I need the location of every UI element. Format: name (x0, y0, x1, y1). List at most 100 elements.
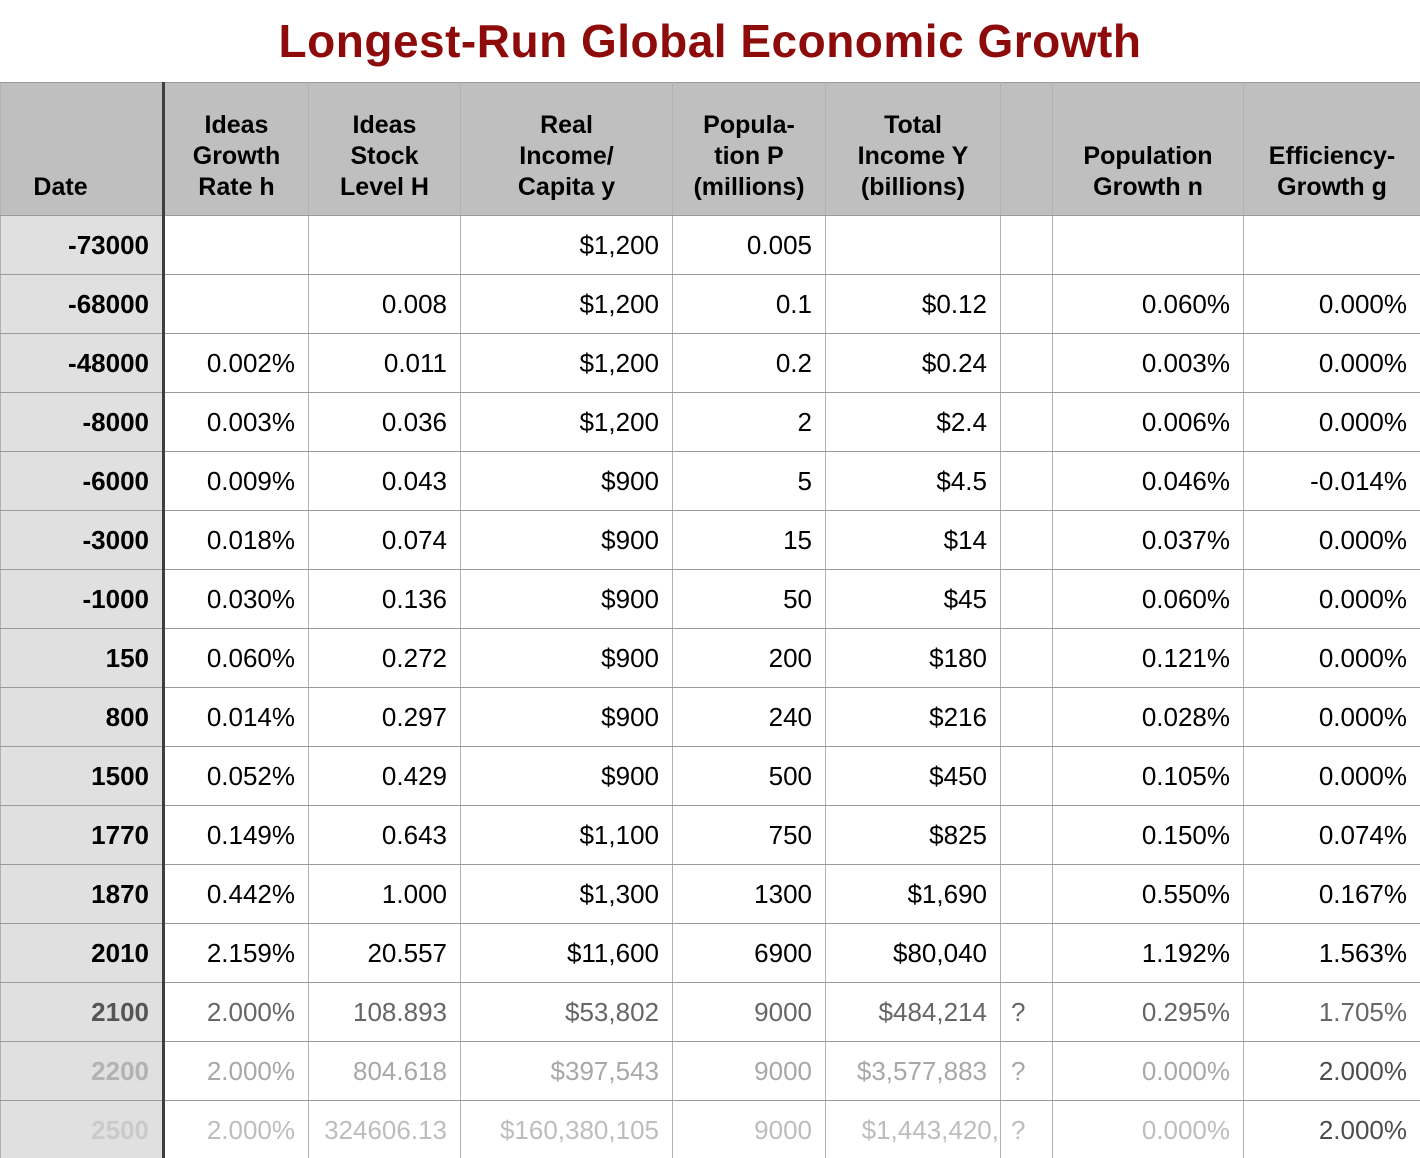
cell: -0.014% (1243, 451, 1420, 511)
cell (1000, 392, 1053, 452)
cell: 0.297 (308, 687, 461, 747)
cell: 0.000% (1243, 510, 1420, 570)
cell: $1,100 (460, 805, 673, 865)
table-row: 1870 0.442% 1.000 $1,300 1300 $1,690 0.5… (0, 864, 1420, 924)
cell: $3,577,883 (825, 1041, 1001, 1101)
cell: 0.028% (1052, 687, 1244, 747)
date-cell: 2010 (0, 923, 165, 983)
cell: 0.011 (308, 333, 461, 393)
cell (1000, 805, 1053, 865)
date-cell: -48000 (0, 333, 165, 393)
cell: 0.043 (308, 451, 461, 511)
cell: 108.893 (308, 982, 461, 1042)
column-header-ideas-stock-level: Ideas Stock Level H (308, 82, 461, 216)
cell: $80,040 (825, 923, 1001, 983)
table-body: -73000 $1,200 0.005 -68000 0.008 $1,200 … (0, 215, 1420, 1158)
cell: $1,200 (460, 215, 673, 275)
column-header-population-growth: Population Growth n (1052, 82, 1244, 216)
column-header-total-income: Total Income Y (billions) (825, 82, 1001, 216)
cell: 15 (672, 510, 826, 570)
cell: 5 (672, 451, 826, 511)
cell: 0.000% (1243, 687, 1420, 747)
date-cell: -6000 (0, 451, 165, 511)
cell: 0.003% (163, 392, 309, 452)
cell: 0.121% (1052, 628, 1244, 688)
cell: 0.046% (1052, 451, 1244, 511)
question-mark-cell: ? (1000, 1041, 1053, 1101)
table-row: -6000 0.009% 0.043 $900 5 $4.5 0.046% -0… (0, 451, 1420, 511)
cell: $1,300 (460, 864, 673, 924)
cell: 0.272 (308, 628, 461, 688)
date-cell: 2500 (0, 1100, 165, 1158)
cell: 0.429 (308, 746, 461, 806)
cell: $160,380,105 (460, 1100, 673, 1158)
cell: 0.037% (1052, 510, 1244, 570)
title-bar: Longest-Run Global Economic Growth (0, 0, 1420, 82)
cell: 324606.13 (308, 1100, 461, 1158)
cell: 0.018% (163, 510, 309, 570)
cell: 0.167% (1243, 864, 1420, 924)
cell: 804.618 (308, 1041, 461, 1101)
cell: 0.000% (1243, 274, 1420, 334)
cell: 2.159% (163, 923, 309, 983)
cell: 0.014% (163, 687, 309, 747)
cell: 1.563% (1243, 923, 1420, 983)
question-mark-cell: ? (1000, 982, 1053, 1042)
cell: 2.000% (163, 1041, 309, 1101)
question-mark-cell: ? (1000, 1100, 1053, 1158)
cell: $900 (460, 628, 673, 688)
cell: 0.060% (1052, 569, 1244, 629)
cell (1000, 333, 1053, 393)
date-cell: 2200 (0, 1041, 165, 1101)
cell: 0.000% (1052, 1100, 1244, 1158)
cell: 0.000% (1243, 333, 1420, 393)
cell: $53,802 (460, 982, 673, 1042)
cell: 0.003% (1052, 333, 1244, 393)
cell (163, 215, 309, 275)
date-cell: -68000 (0, 274, 165, 334)
cell (1000, 864, 1053, 924)
cell: 0.643 (308, 805, 461, 865)
cell (1243, 215, 1420, 275)
date-cell: 1870 (0, 864, 165, 924)
cell: 0.009% (163, 451, 309, 511)
table-row-projection: 2100 2.000% 108.893 $53,802 9000 $484,21… (0, 982, 1420, 1042)
column-header-blank (1000, 82, 1053, 216)
cell: 2.000% (163, 1100, 309, 1158)
cell: 0.060% (1052, 274, 1244, 334)
date-cell: 1770 (0, 805, 165, 865)
cell (1000, 569, 1053, 629)
table-row: -8000 0.003% 0.036 $1,200 2 $2.4 0.006% … (0, 392, 1420, 452)
cell (1000, 510, 1053, 570)
cell: $4.5 (825, 451, 1001, 511)
cell: $216 (825, 687, 1001, 747)
cell: $900 (460, 687, 673, 747)
cell: 0.2 (672, 333, 826, 393)
table-row-projection: 2500 2.000% 324606.13 $160,380,105 9000 … (0, 1100, 1420, 1158)
table-row: 2010 2.159% 20.557 $11,600 6900 $80,040 … (0, 923, 1420, 983)
cell: 1.192% (1052, 923, 1244, 983)
cell: $900 (460, 451, 673, 511)
table-row: 150 0.060% 0.272 $900 200 $180 0.121% 0.… (0, 628, 1420, 688)
cell (1000, 687, 1053, 747)
cell: $1,200 (460, 274, 673, 334)
cell: 0.149% (163, 805, 309, 865)
cell: $14 (825, 510, 1001, 570)
cell (825, 215, 1001, 275)
cell: 6900 (672, 923, 826, 983)
table-row: -73000 $1,200 0.005 (0, 215, 1420, 275)
cell: $0.24 (825, 333, 1001, 393)
header-row: Date Ideas Growth Rate h Ideas Stock Lev… (0, 82, 1420, 216)
column-header-date: Date (0, 82, 165, 216)
cell: 0.000% (1243, 746, 1420, 806)
cell: 0.550% (1052, 864, 1244, 924)
cell: 1300 (672, 864, 826, 924)
cell: $397,543 (460, 1041, 673, 1101)
cell: 0.002% (163, 333, 309, 393)
cell: 0.000% (1052, 1041, 1244, 1101)
cell: $450 (825, 746, 1001, 806)
cell: $900 (460, 510, 673, 570)
cell: 2.000% (1243, 1041, 1420, 1101)
cell: 0.030% (163, 569, 309, 629)
date-cell: -3000 (0, 510, 165, 570)
